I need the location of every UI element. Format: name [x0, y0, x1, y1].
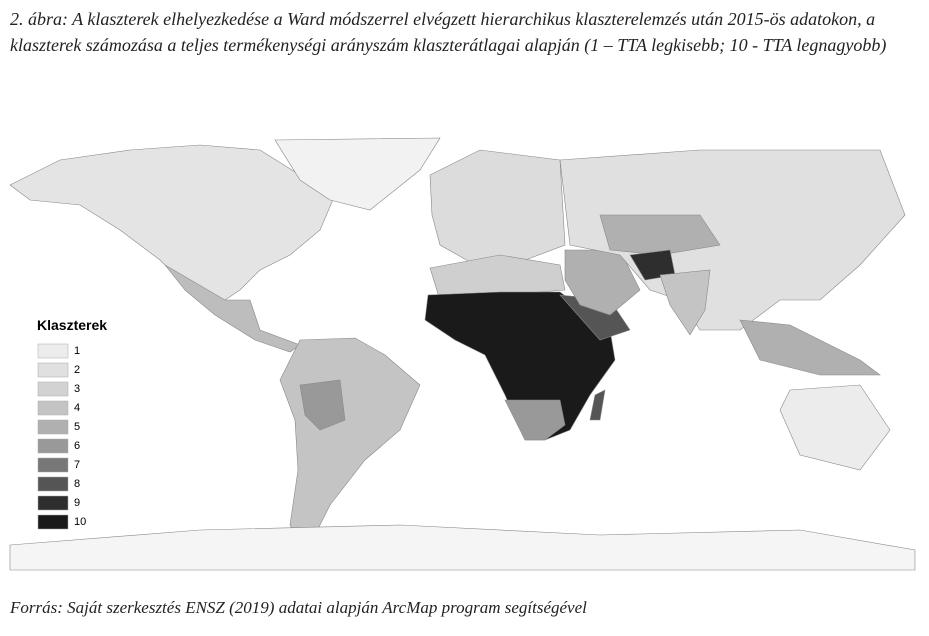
- legend-swatch: [37, 362, 69, 378]
- australia: [779, 384, 891, 471]
- legend-label: 4: [74, 402, 80, 414]
- legend-swatch: [37, 514, 69, 530]
- legend-swatch: [37, 400, 69, 416]
- legend-label: 5: [74, 421, 80, 433]
- world-map: [9, 137, 916, 571]
- legend-label: 1: [74, 345, 80, 357]
- caption: 2. ábra: A klaszterek elhelyezkedése a W…: [10, 9, 887, 55]
- europe: [429, 149, 566, 263]
- legend-title: Klaszterek: [37, 317, 107, 333]
- north-america: [9, 144, 336, 301]
- legend-label: 7: [74, 459, 80, 471]
- legend-swatch: [37, 343, 69, 359]
- mexico-central-america: [164, 264, 301, 353]
- legend-swatch: [37, 495, 69, 511]
- legend-swatch: [37, 476, 69, 492]
- antarctica: [9, 524, 916, 571]
- legend-swatch: [37, 438, 69, 454]
- legend-label: 8: [74, 478, 80, 490]
- southeast-asia: [739, 319, 881, 376]
- south-asia: [659, 269, 711, 336]
- madagascar: [589, 389, 606, 421]
- legend-swatch: [37, 381, 69, 397]
- central-asia: [599, 214, 721, 256]
- legend-label: 10: [74, 516, 86, 528]
- legend-label: 2: [74, 364, 80, 376]
- legend-swatch: [37, 457, 69, 473]
- southern-africa: [504, 399, 566, 441]
- legend-label: 3: [74, 383, 80, 395]
- legend-label: 6: [74, 440, 80, 452]
- asia: [559, 149, 906, 331]
- legend-label: 9: [74, 497, 80, 509]
- legend-swatch: [37, 419, 69, 435]
- south-america: [279, 337, 421, 556]
- bolivia-paraguay: [299, 379, 346, 431]
- legend: 1 2 3 4 5 6 7 8 9 10: [37, 343, 86, 530]
- source: Forrás: Saját szerkesztés ENSZ (2019) ad…: [10, 598, 587, 617]
- greenland: [274, 137, 441, 211]
